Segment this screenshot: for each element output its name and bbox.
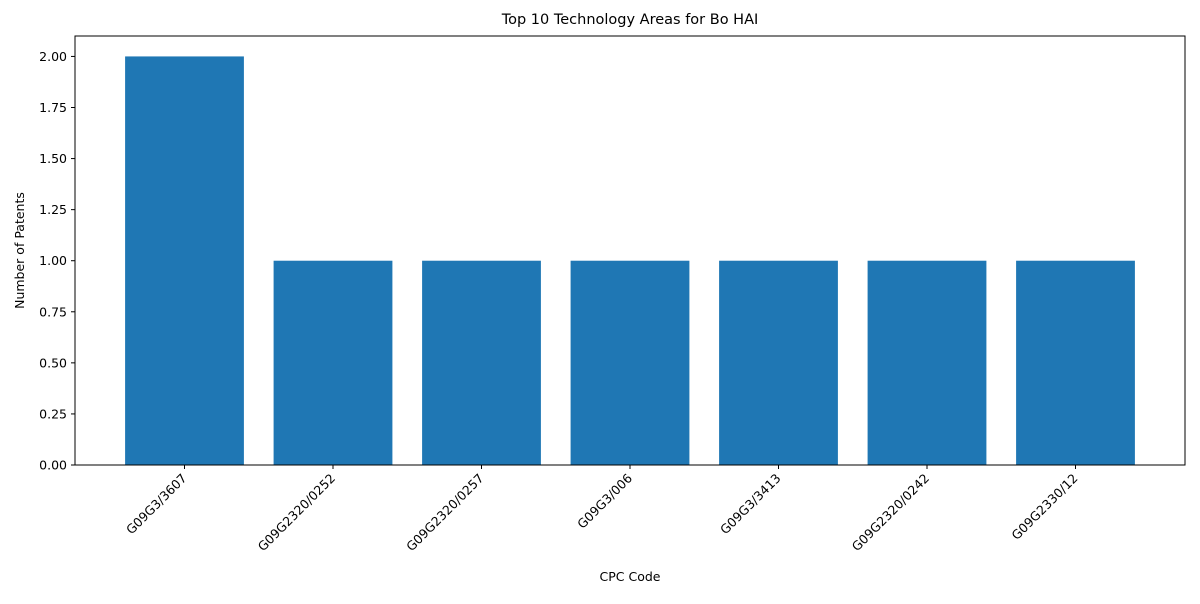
y-axis-label: Number of Patents [12,192,27,309]
x-tick-label: G09G2330/12 [1008,471,1080,543]
bar [719,261,838,465]
bar [1016,261,1135,465]
x-axis-label: CPC Code [600,569,661,584]
bar [571,261,690,465]
y-tick-label: 1.00 [39,253,67,268]
y-tick-label: 0.75 [39,304,67,319]
x-tick-label: G09G2320/0242 [849,471,933,555]
y-tick-label: 0.00 [39,458,67,473]
bar [422,261,541,465]
y-axis-ticks: 0.00 0.25 0.50 0.75 1.00 1.25 1.50 1.75 2.00 [39,49,75,473]
y-tick-label: 0.50 [39,355,67,370]
bar [125,56,244,465]
y-tick-label: 1.50 [39,151,67,166]
y-tick-label: 1.75 [39,100,67,115]
x-tick-label: G09G3/3413 [717,471,784,538]
x-tick-label: G09G3/006 [574,470,635,531]
x-axis-ticks: G09G3/3607 G09G2320/0252 G09G2320/0257 G09G… [123,465,1081,554]
bar [274,261,393,465]
y-tick-label: 0.25 [39,406,67,421]
bars [125,56,1135,465]
x-tick-label: G09G2320/0257 [403,471,487,555]
y-tick-label: 1.25 [39,202,67,217]
bar [868,261,987,465]
x-tick-label: G09G2320/0252 [255,471,339,555]
y-tick-label: 2.00 [39,49,67,64]
chart-title: Top 10 Technology Areas for Bo HAI [501,12,759,28]
x-tick-label: G09G3/3607 [123,471,190,538]
